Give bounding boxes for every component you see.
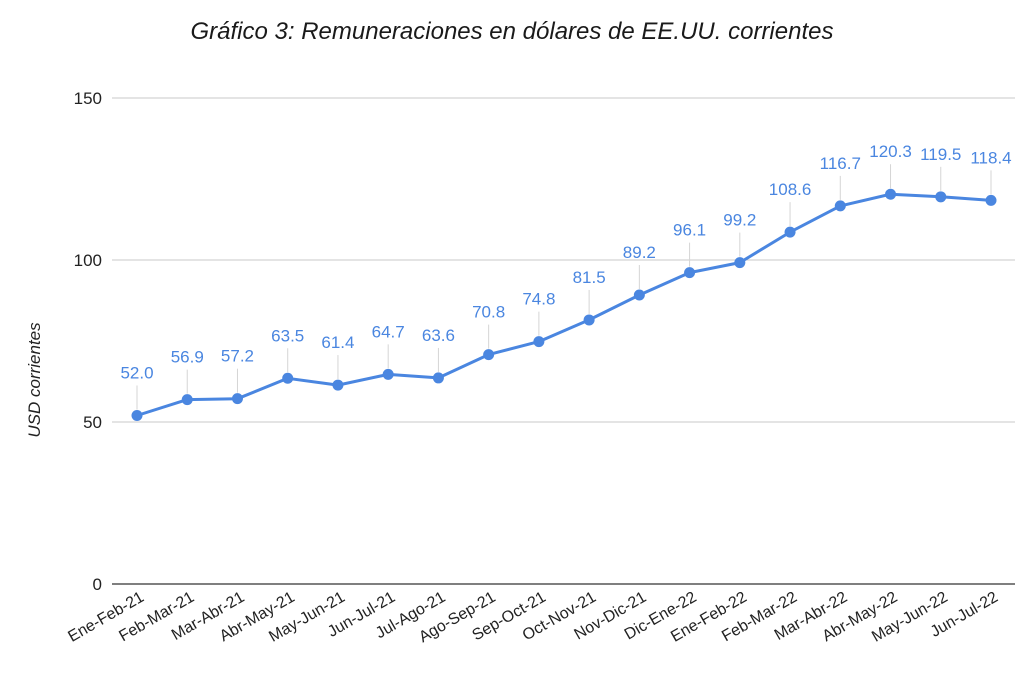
y-tick-label: 0 <box>93 575 102 594</box>
data-label: 52.0 <box>120 364 153 383</box>
series-points <box>131 188 997 422</box>
data-point <box>131 410 143 422</box>
data-label: 119.5 <box>920 145 961 164</box>
y-axis-title: USD corrientes <box>25 322 44 438</box>
data-point <box>784 226 796 238</box>
y-tick-label: 100 <box>74 251 102 270</box>
data-point <box>985 194 997 206</box>
data-label: 61.4 <box>321 333 354 352</box>
data-point <box>834 200 846 212</box>
data-point <box>633 289 645 301</box>
data-label: 118.4 <box>970 148 1011 167</box>
data-point <box>432 372 444 384</box>
data-point <box>332 379 344 391</box>
y-tick-label: 50 <box>83 413 102 432</box>
data-label: 120.3 <box>869 142 912 161</box>
data-label: 108.6 <box>769 180 812 199</box>
data-point <box>181 394 193 406</box>
data-point <box>282 372 294 384</box>
data-point <box>684 267 696 279</box>
y-axis-ticks: 0 50 100 150 <box>74 89 102 594</box>
data-label: 56.9 <box>171 348 204 367</box>
grid-lines <box>112 97 1015 585</box>
data-label: 74.8 <box>522 290 555 309</box>
data-point <box>885 188 897 200</box>
data-label: 89.2 <box>623 243 656 262</box>
data-point <box>533 336 545 348</box>
data-label: 63.6 <box>422 326 455 345</box>
data-label: 116.7 <box>820 154 861 173</box>
data-label: 63.5 <box>271 326 304 345</box>
data-point <box>483 349 495 361</box>
y-tick-label: 150 <box>74 89 102 108</box>
data-point <box>583 314 595 326</box>
series-line <box>135 192 993 417</box>
data-label: 64.7 <box>372 322 405 341</box>
data-label: 70.8 <box>472 303 505 322</box>
data-point <box>734 257 746 269</box>
series-line-path <box>135 192 993 417</box>
label-leader-lines <box>136 164 992 410</box>
data-label: 96.1 <box>673 221 706 240</box>
data-point <box>935 191 947 203</box>
data-label: 57.2 <box>221 347 254 366</box>
x-axis-ticks: Ene-Feb-21Feb-Mar-21Mar-Abr-21Abr-May-21… <box>65 589 1001 646</box>
data-point <box>382 368 394 380</box>
data-label: 99.2 <box>723 211 756 230</box>
data-point <box>231 393 243 405</box>
data-label: 81.5 <box>573 268 606 287</box>
data-labels: 52.0 56.9 57.2 63.5 61.4 64.7 63.6 70.8 74.8 81.5… <box>120 142 1011 382</box>
chart-title: Gráfico 3: Remuneraciones en dólares de … <box>190 18 834 45</box>
